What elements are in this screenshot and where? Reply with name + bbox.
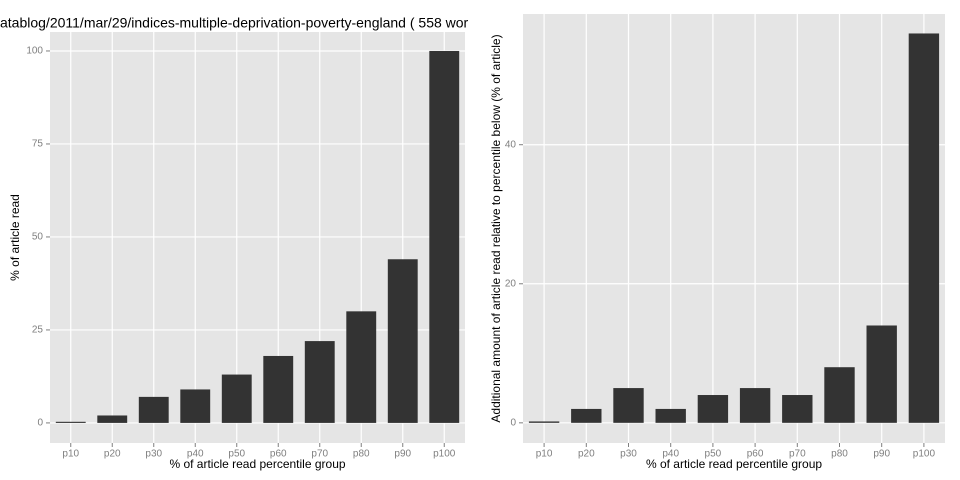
bar [739, 388, 771, 423]
x-axis-title: % of article read percentile group [646, 457, 822, 471]
x-tick-label: p80 [831, 449, 848, 460]
bar [346, 311, 377, 423]
bar [138, 396, 169, 423]
panel-group: 0 25 50 75 100 p10 p20 p30 p40 p50 p60 p70 p80 p90 p10… [0, 15, 469, 471]
x-tick-label: p70 [789, 449, 806, 460]
chart-title: atablog/2011/mar/29/indices-multiple-dep… [0, 15, 469, 31]
y-tick-label: 75 [32, 139, 44, 150]
y-axis-title: Additional amount of article read relati… [489, 34, 503, 422]
x-axis-title: % of article read percentile group [169, 457, 345, 471]
x-tick-label: p10 [62, 449, 79, 460]
bar [824, 367, 855, 423]
bar [55, 421, 86, 423]
x-tick-label: p90 [873, 449, 890, 460]
x-tick-label: p50 [705, 449, 722, 460]
y-tick-label: 0 [37, 418, 43, 429]
x-tick-label: p20 [578, 449, 595, 460]
bar [782, 395, 813, 423]
x-tick-label: p60 [747, 449, 764, 460]
y-axis-title: % of article read [8, 194, 22, 281]
bar [263, 355, 294, 423]
x-tick-label: p100 [913, 449, 936, 460]
bar [866, 325, 897, 423]
bar [528, 421, 560, 423]
y-tick-label: 0 [510, 417, 516, 428]
bar [304, 341, 335, 423]
x-tick-label: p30 [620, 449, 637, 460]
bar [655, 408, 686, 423]
bar [97, 415, 128, 423]
bar [613, 388, 644, 423]
x-tick-label: p100 [433, 449, 456, 460]
x-tick-label: p80 [353, 449, 370, 460]
x-tick-label: p10 [536, 449, 553, 460]
x-tick-label: p20 [104, 449, 121, 460]
bar [429, 50, 460, 423]
x-tick-label: p30 [145, 449, 162, 460]
y-tick-label: 40 [505, 139, 517, 150]
x-tick-label: p70 [311, 449, 328, 460]
bar [697, 395, 729, 423]
x-tick-label: p40 [662, 449, 679, 460]
bar [908, 33, 940, 423]
x-tick-label: p50 [228, 449, 245, 460]
x-tick-label: p60 [270, 449, 287, 460]
x-tick-label: p40 [187, 449, 204, 460]
y-tick-label: 20 [505, 278, 517, 289]
panel-group: 0 20 40 p10 p20 p30 p40 p50 p60 p70 p80 p90 p100 % of… [489, 14, 945, 471]
y-tick-label: 25 [32, 325, 44, 336]
bar [180, 389, 211, 423]
bar [221, 374, 252, 423]
x-tick-label: p90 [394, 449, 411, 460]
y-tick-label: 50 [32, 232, 44, 243]
y-tick-label: 100 [26, 46, 43, 57]
bar [387, 259, 418, 423]
bar [571, 408, 602, 423]
